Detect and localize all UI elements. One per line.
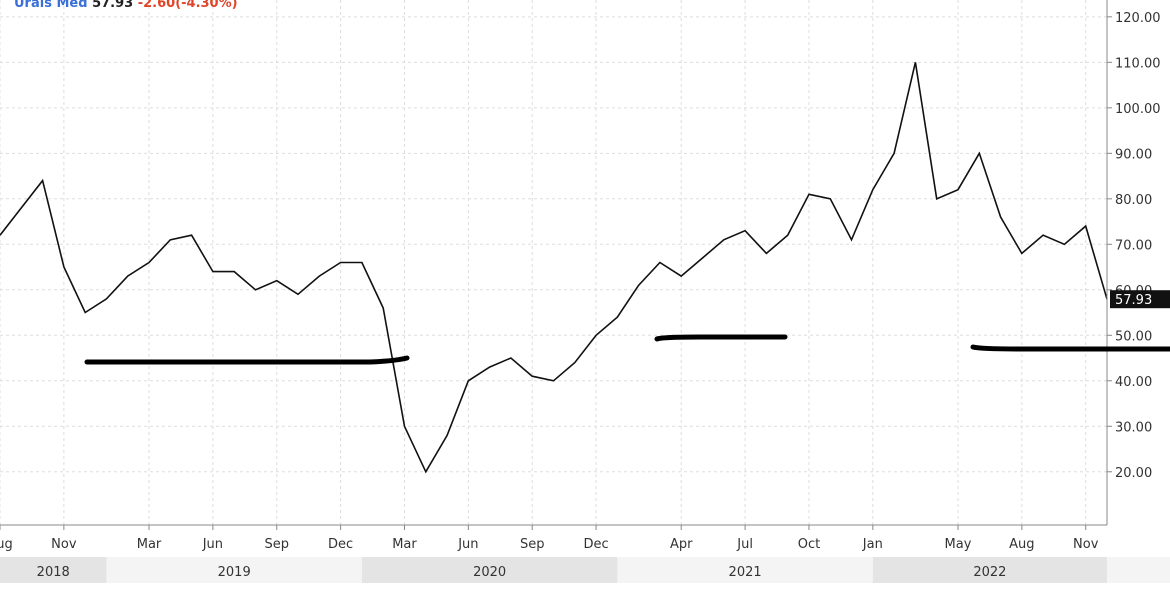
year-label: 2018 — [37, 565, 70, 580]
x-tick-label: Dec — [328, 537, 353, 552]
last-price: 57.93 — [92, 0, 133, 11]
x-tick-label: Mar — [137, 537, 162, 552]
annotations — [84, 334, 1170, 365]
y-tick-label: 120.00 — [1115, 11, 1161, 26]
x-tick-label: Oct — [798, 537, 820, 552]
support-line — [654, 334, 788, 342]
x-tick-label: Jul — [736, 537, 753, 552]
year-band — [617, 557, 873, 583]
y-tick-label: 40.00 — [1115, 375, 1152, 390]
year-band — [361, 557, 618, 583]
year-band — [872, 557, 1107, 583]
x-tick-label: Nov — [1073, 537, 1099, 552]
year-band — [1107, 557, 1170, 583]
x-tick-label: May — [945, 537, 972, 552]
title: Urals Med 57.93 -2.60(-4.30%) — [14, 0, 238, 11]
x-tick-label: Jan — [862, 537, 883, 552]
year-label: 2019 — [218, 565, 251, 580]
instrument-name: Urals Med — [14, 0, 88, 11]
y-tick-label: 70.00 — [1115, 238, 1152, 253]
x-tick-label: Sep — [520, 537, 545, 552]
y-tick-label: 80.00 — [1115, 193, 1152, 208]
price-change: -2.60(-4.30%) — [138, 0, 238, 11]
y-tick-label: 100.00 — [1115, 102, 1161, 117]
y-tick-label: 90.00 — [1115, 147, 1152, 162]
year-band — [0, 557, 107, 583]
x-tick-label: Jun — [457, 537, 478, 552]
year-label: 2020 — [473, 565, 506, 580]
x-tick-label: Apr — [670, 537, 693, 552]
y-tick-label: 30.00 — [1115, 420, 1152, 435]
x-tick-label: Aug — [0, 537, 13, 552]
price-line — [0, 62, 1108, 474]
x-tick-label: Nov — [51, 537, 77, 552]
support-line — [84, 355, 410, 365]
year-label: 2021 — [729, 565, 762, 580]
x-tick-label: Aug — [1009, 537, 1034, 552]
y-tick-label: 20.00 — [1115, 466, 1152, 481]
x-tick-label: Dec — [583, 537, 608, 552]
year-label: 2022 — [973, 565, 1006, 580]
support-line — [970, 344, 1170, 352]
y-tick-label: 110.00 — [1115, 56, 1161, 71]
last-price-box — [1110, 290, 1170, 309]
year-band — [106, 557, 362, 583]
x-tick-label: Jun — [202, 537, 223, 552]
x-tick-label: Sep — [264, 537, 289, 552]
y-tick-label: 50.00 — [1115, 329, 1152, 344]
plot — [0, 62, 1108, 474]
last-price-label: 57.93 — [1115, 293, 1152, 308]
x-tick-label: Mar — [392, 537, 417, 552]
